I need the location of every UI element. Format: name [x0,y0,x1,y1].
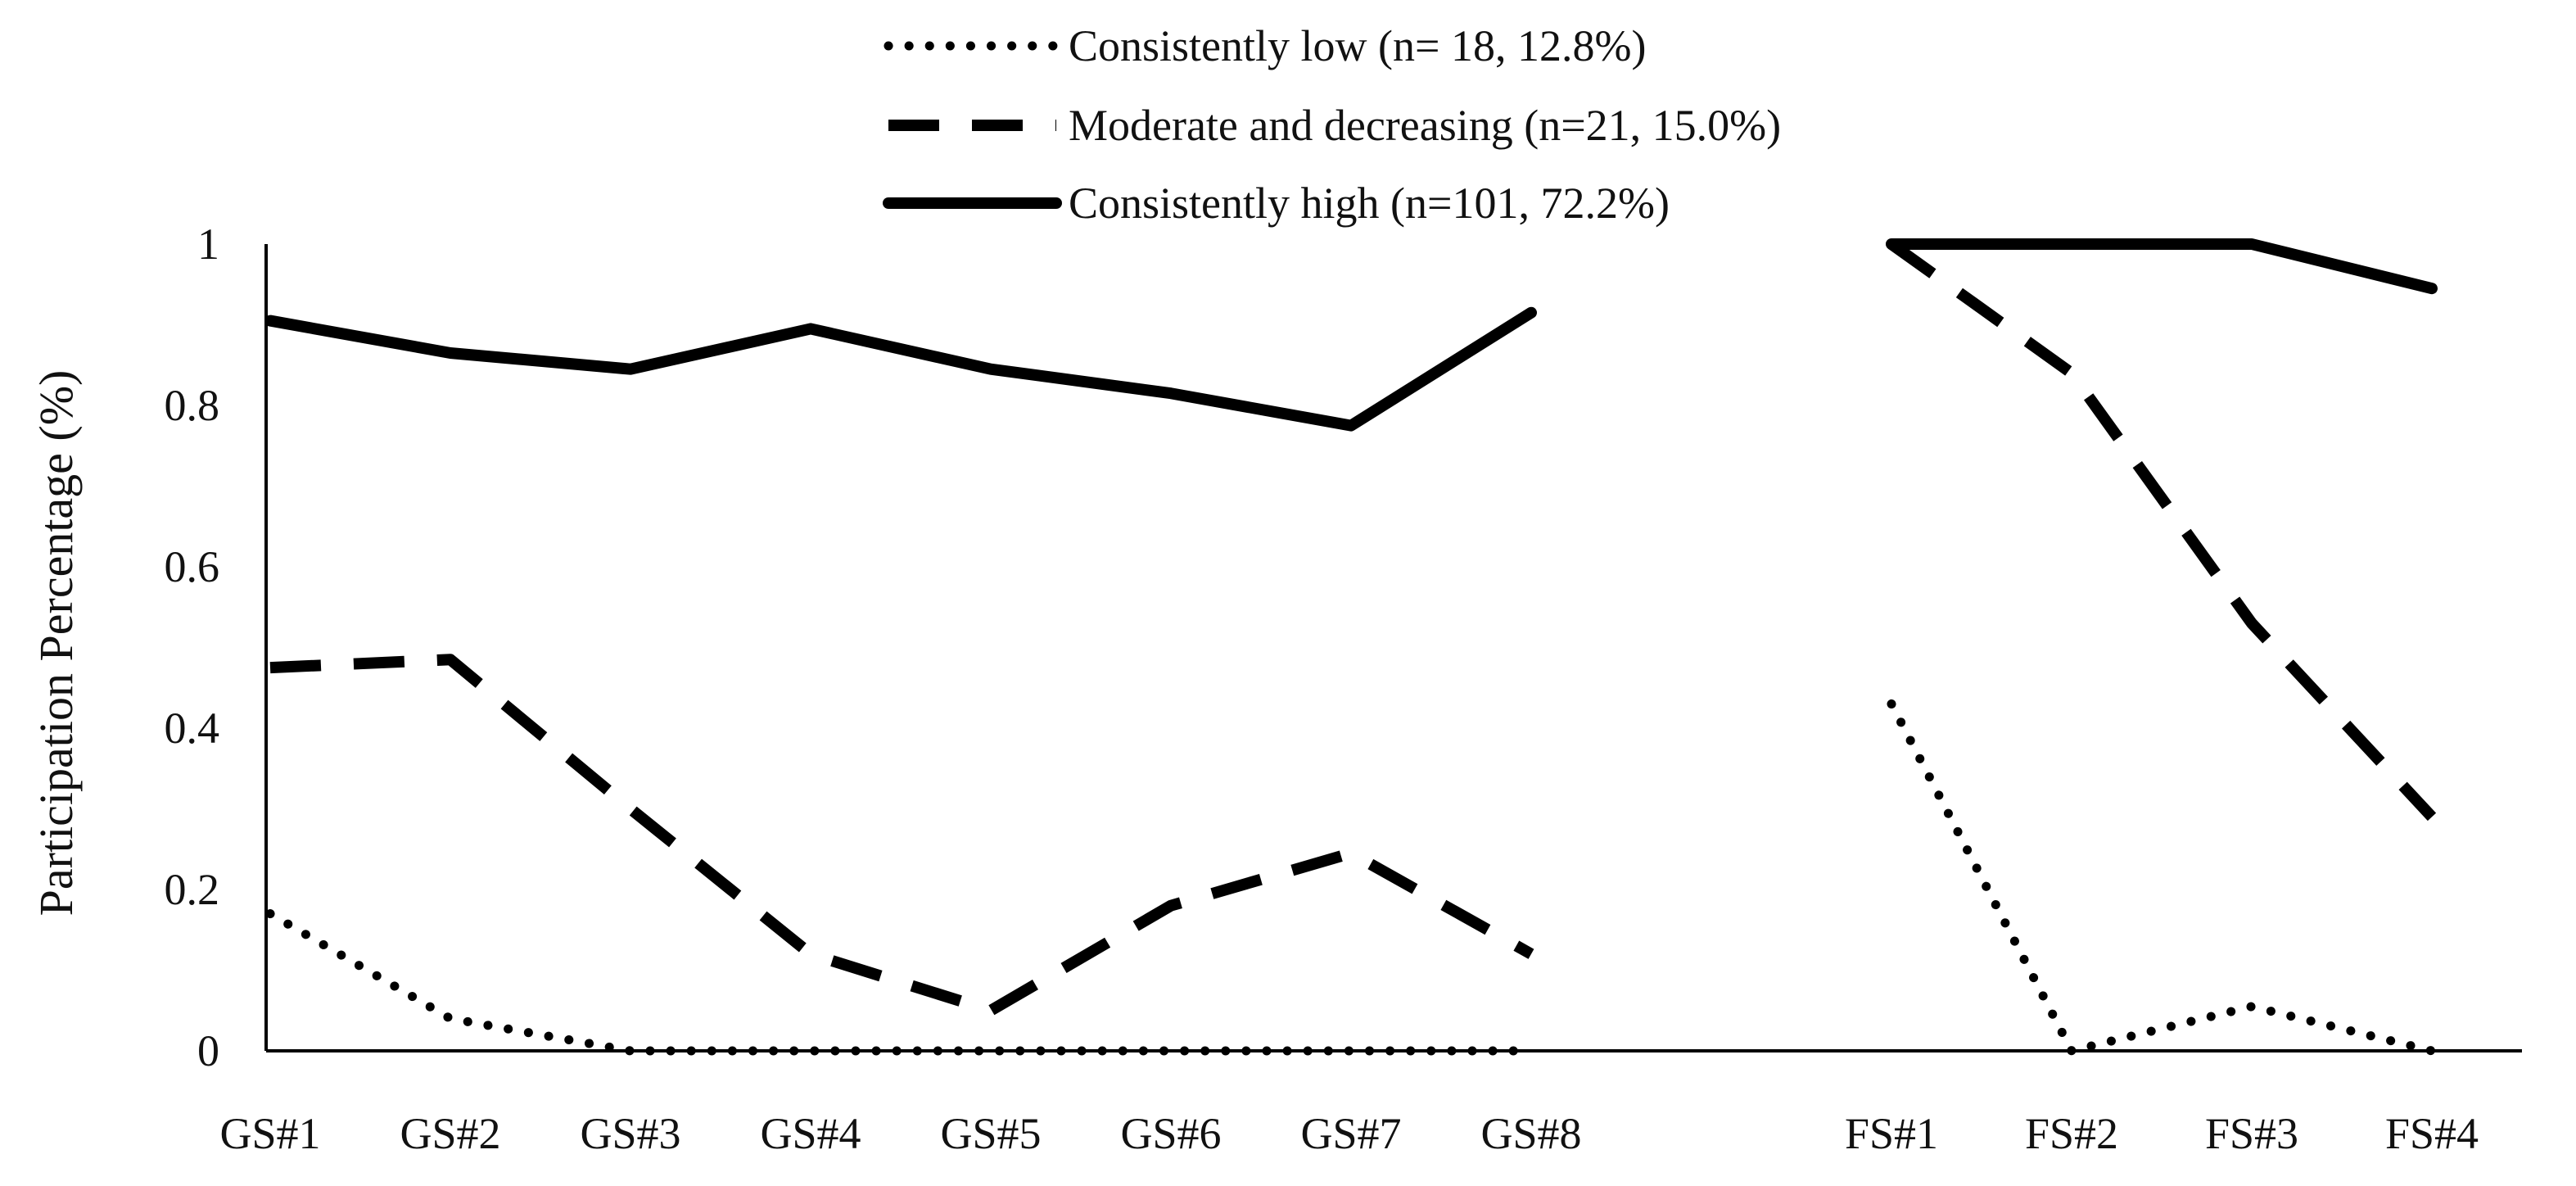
x-tick-label: GS#4 [760,1109,861,1158]
x-tick-label: GS#5 [940,1109,1041,1158]
y-tick-label: 0.8 [165,381,220,430]
x-tick-label: GS#2 [400,1109,500,1158]
y-tick-label: 0.4 [165,704,220,753]
series-line [1887,699,2437,1056]
series-line [1886,238,2438,295]
legend-label: Consistently high (n=101, 72.2%) [1069,179,1670,228]
series-line [1887,239,2437,822]
x-tick-label: GS#7 [1300,1109,1401,1158]
legend-label: Moderate and decreasing (n=21, 15.0%) [1069,101,1781,150]
y-axis-label: Participation Percentage (%) [29,370,83,917]
x-tick-label: GS#8 [1480,1109,1581,1158]
y-tick-label: 0.2 [165,865,220,914]
y-tick-label: 1 [197,220,219,269]
y-tick-label: 0 [197,1026,219,1075]
x-tick-label: FS#4 [2385,1109,2479,1158]
x-tick-label: GS#1 [219,1109,320,1158]
legend: Consistently low (n= 18, 12.8%) Moderate … [883,21,1781,228]
series-layer [264,238,2438,1056]
legend-label: Consistently low (n= 18, 12.8%) [1069,21,1646,70]
x-tick-label: FS#1 [1845,1109,1938,1158]
x-tick-label: GS#3 [580,1109,680,1158]
x-tick-label: FS#2 [2025,1109,2118,1158]
series-line [265,909,1536,1056]
axes: 0 0.2 0.4 0.6 0.8 1 GS#1 GS#2 GS#3 GS#4 GS#5 GS#6 GS… [165,220,2522,1158]
x-tick-label: GS#6 [1120,1109,1221,1158]
series-line [269,654,1534,1016]
x-tick-label: FS#3 [2205,1109,2298,1158]
series-line [264,306,1537,432]
y-tick-label: 0.6 [165,542,220,591]
